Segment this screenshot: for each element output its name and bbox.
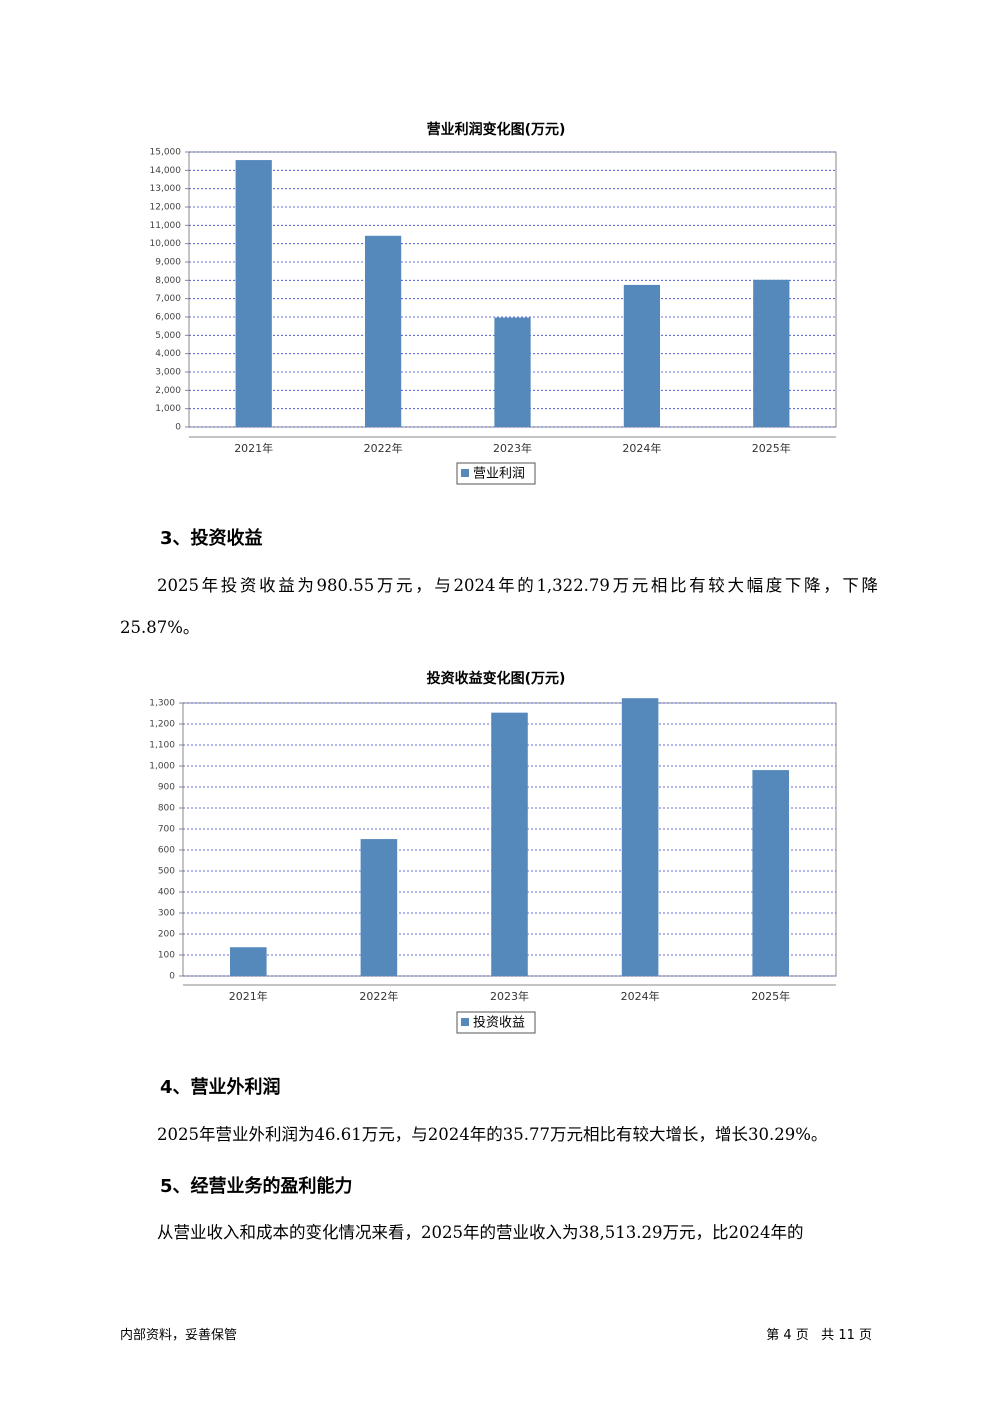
x-tick-label: 2025年 xyxy=(752,441,791,455)
y-tick-label: 300 xyxy=(158,909,175,919)
y-tick-label: 0 xyxy=(169,972,175,982)
y-tick-label: 1,100 xyxy=(149,741,175,751)
y-tick-label: 600 xyxy=(158,846,175,856)
x-tick-label: 2025年 xyxy=(751,989,790,1003)
y-tick-label: 10,000 xyxy=(150,239,182,249)
bar xyxy=(623,284,661,427)
bar xyxy=(364,235,402,427)
bar xyxy=(621,698,659,976)
y-tick-label: 4,000 xyxy=(155,349,181,359)
y-tick-label: 1,000 xyxy=(155,404,181,414)
x-tick-label: 2024年 xyxy=(621,989,660,1003)
bar xyxy=(235,160,272,428)
section-paragraph: 2025年投资收益为980.55万元，与2024年的1,322.79万元相比有较… xyxy=(120,576,878,637)
chart-title: 投资收益变化图(万元) xyxy=(427,670,566,687)
x-tick-label: 2024年 xyxy=(622,441,661,455)
footer-right: 第 4 页 共 11 页 xyxy=(766,1328,872,1343)
bar xyxy=(230,947,267,976)
bar xyxy=(752,770,789,976)
section-paragraph: 从营业收入和成本的变化情况来看，2025年的营业收入为38,513.29万元，比… xyxy=(157,1223,804,1242)
y-tick-label: 800 xyxy=(158,804,175,814)
y-tick-label: 12,000 xyxy=(150,203,182,213)
y-tick-label: 3,000 xyxy=(155,368,181,378)
section-heading: 3、投资收益 xyxy=(160,528,263,549)
chart-title: 营业利润变化图(万元) xyxy=(427,121,566,138)
x-tick-label: 2023年 xyxy=(490,989,529,1003)
bar xyxy=(491,712,528,976)
y-tick-label: 100 xyxy=(158,951,175,961)
y-tick-label: 1,200 xyxy=(149,720,175,730)
legend-label: 投资收益 xyxy=(473,1015,525,1031)
footer-left: 内部资料，妥善保管 xyxy=(120,1328,238,1343)
x-tick-label: 2023年 xyxy=(493,441,532,455)
y-tick-label: 13,000 xyxy=(150,184,182,194)
section-heading: 5、经营业务的盈利能力 xyxy=(160,1176,353,1197)
section-paragraph: 2025年营业外利润为46.61万元，与2024年的35.77万元相比有较大增长… xyxy=(157,1125,828,1144)
x-tick-label: 2022年 xyxy=(364,441,403,455)
y-tick-label: 1,000 xyxy=(149,762,175,772)
legend-swatch xyxy=(461,1018,469,1026)
x-tick-label: 2021年 xyxy=(234,441,273,455)
x-tick-label: 2022年 xyxy=(359,989,398,1003)
bar xyxy=(494,317,531,427)
y-tick-label: 14,000 xyxy=(150,166,182,176)
y-tick-label: 200 xyxy=(158,930,175,940)
y-tick-label: 2,000 xyxy=(155,386,181,396)
y-tick-label: 7,000 xyxy=(155,294,181,304)
y-tick-label: 5,000 xyxy=(155,331,181,341)
y-tick-label: 700 xyxy=(158,825,175,835)
y-tick-label: 15,000 xyxy=(150,148,182,158)
bar xyxy=(753,279,790,427)
y-tick-label: 900 xyxy=(158,783,175,793)
y-tick-label: 9,000 xyxy=(155,258,181,268)
y-tick-label: 8,000 xyxy=(155,276,181,286)
x-tick-label: 2021年 xyxy=(229,989,268,1003)
y-tick-label: 1,300 xyxy=(149,699,175,709)
y-tick-label: 500 xyxy=(158,867,175,877)
section-heading: 4、营业外利润 xyxy=(160,1077,281,1098)
legend-swatch xyxy=(461,469,469,477)
legend-box xyxy=(456,1011,536,1034)
y-tick-label: 0 xyxy=(175,423,181,433)
y-tick-label: 400 xyxy=(158,888,175,898)
y-tick-label: 11,000 xyxy=(150,221,182,231)
bar xyxy=(360,839,398,976)
y-tick-label: 6,000 xyxy=(155,313,181,323)
legend-label: 营业利润 xyxy=(473,467,525,482)
legend-box xyxy=(456,462,536,485)
